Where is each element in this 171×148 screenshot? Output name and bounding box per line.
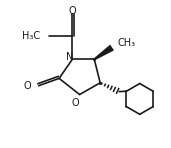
Polygon shape (94, 45, 114, 60)
Text: O: O (71, 98, 79, 108)
Text: N: N (66, 52, 74, 62)
Text: H₃C: H₃C (22, 31, 40, 41)
Text: O: O (23, 81, 31, 91)
Text: CH₃: CH₃ (118, 38, 136, 48)
Text: O: O (69, 6, 76, 16)
